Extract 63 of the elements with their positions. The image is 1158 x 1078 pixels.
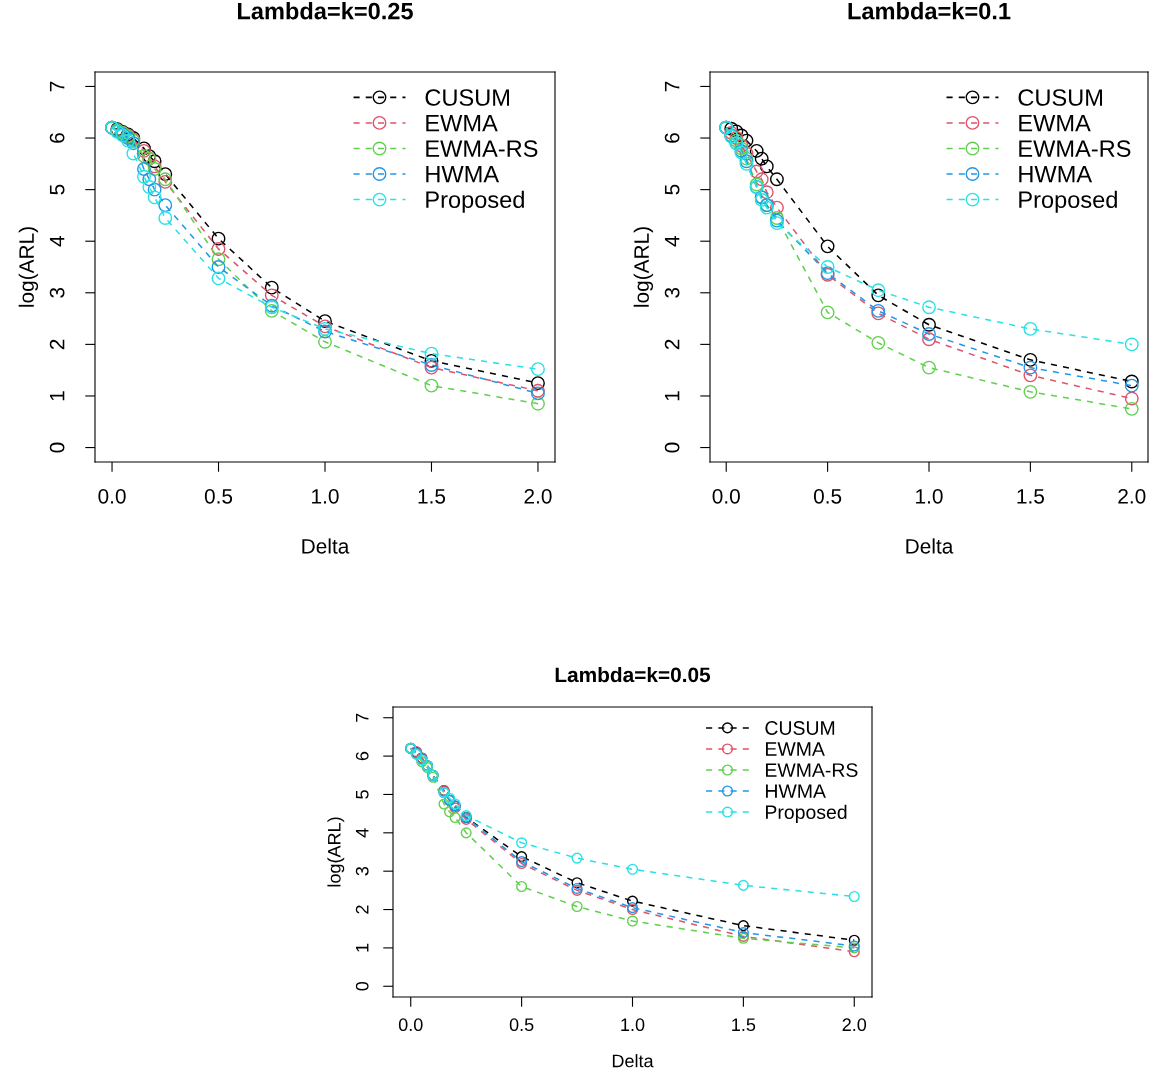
y-tick-label: 5	[49, 184, 65, 195]
x-tick-label: 0.0	[98, 488, 126, 504]
y-tick-label: 0	[49, 442, 65, 453]
y-tick-label: 3	[664, 287, 680, 298]
x-tick-label: 1.0	[621, 1018, 645, 1032]
x-tick-label: 0.5	[204, 488, 233, 504]
y-tick-label: 6	[355, 751, 369, 761]
y-tick-label: 5	[356, 790, 369, 799]
y-tick-label: 5	[664, 184, 680, 195]
y-tick-label: 4	[664, 236, 680, 247]
y-tick-label: 7	[49, 81, 65, 92]
chart-title: Lambda=k=0.1	[848, 2, 1011, 20]
legend-label: CUSUM	[765, 721, 835, 735]
chart-title: Lambda=k=0.05	[555, 666, 711, 683]
y-tick-label: 4	[49, 236, 65, 247]
legend-label: HWMA	[426, 166, 500, 183]
x-axis-title: Delta	[302, 538, 350, 554]
x-tick-label: 1.5	[1017, 489, 1044, 504]
x-axis-title: Delta	[906, 538, 954, 554]
x-tick-label: 2.0	[1118, 488, 1146, 504]
legend-label: EWMA	[426, 114, 498, 132]
legend-label: EWMA-RS	[766, 763, 858, 777]
x-tick-label: 1.0	[916, 488, 943, 504]
y-tick-label: 7	[664, 81, 680, 92]
y-tick-label: 2	[355, 905, 369, 914]
y-tick-label: 6	[664, 133, 680, 143]
x-tick-label: 0.5	[813, 488, 842, 504]
y-axis-title: log(ARL)	[327, 817, 345, 887]
legend-label: HWMA	[1019, 166, 1093, 183]
y-tick-label: 2	[49, 339, 65, 350]
y-tick-label: 7	[356, 713, 369, 722]
chart-title: Lambda=k=0.25	[237, 2, 413, 20]
x-tick-label: 1.0	[312, 488, 339, 504]
y-tick-label: 2	[664, 339, 680, 350]
legend-label: Proposed	[766, 804, 847, 823]
y-tick-label: 4	[356, 828, 369, 838]
legend-label: Proposed	[426, 190, 524, 213]
y-tick-label: 1	[49, 391, 65, 401]
y-tick-label: 3	[49, 287, 65, 298]
x-tick-label: 0.0	[398, 1018, 423, 1032]
y-tick-label: 6	[49, 133, 65, 143]
y-tick-label: 1	[664, 391, 680, 401]
legend-label: EWMA	[766, 742, 825, 756]
legend-label: EWMA-RS	[426, 140, 538, 157]
legend-label: CUSUM	[1018, 89, 1102, 106]
x-axis-title: Delta	[612, 1054, 654, 1068]
x-tick-label: 1.5	[732, 1018, 756, 1032]
x-tick-label: 2.0	[524, 488, 552, 504]
y-tick-label: 3	[355, 866, 369, 876]
legend-label: HWMA	[766, 784, 826, 798]
x-tick-label: 1.5	[418, 489, 446, 504]
x-tick-label: 0.5	[509, 1018, 534, 1032]
y-tick-label: 0	[664, 442, 680, 453]
y-axis-title: log(ARL)	[18, 227, 39, 307]
legend-label: EWMA-RS	[1019, 140, 1131, 157]
y-tick-label: 1	[356, 943, 369, 952]
legend-label: Proposed	[1019, 190, 1117, 213]
legend-label: EWMA	[1019, 114, 1091, 132]
y-tick-label: 0	[355, 981, 369, 991]
x-tick-label: 0.0	[712, 488, 740, 504]
y-axis-title: log(ARL)	[633, 227, 654, 307]
legend-label: CUSUM	[425, 89, 509, 106]
x-tick-label: 2.0	[842, 1018, 867, 1032]
